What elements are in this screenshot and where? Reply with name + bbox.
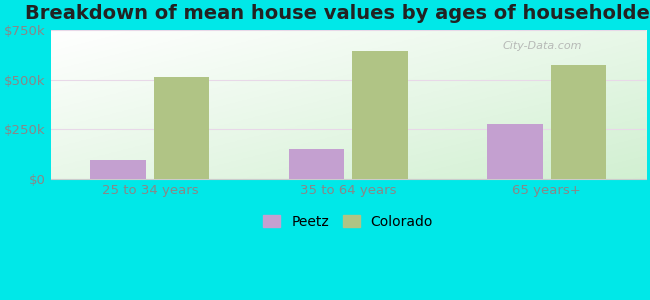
Bar — [90, 160, 146, 179]
Text: City-Data.com: City-Data.com — [503, 41, 582, 51]
Title: Breakdown of mean house values by ages of householders: Breakdown of mean house values by ages o… — [25, 4, 650, 23]
Bar — [154, 77, 209, 179]
Bar — [352, 51, 408, 179]
Legend: Peetz, Colorado: Peetz, Colorado — [258, 209, 439, 234]
Bar — [551, 65, 606, 179]
Bar — [487, 124, 543, 179]
Bar — [289, 149, 345, 179]
